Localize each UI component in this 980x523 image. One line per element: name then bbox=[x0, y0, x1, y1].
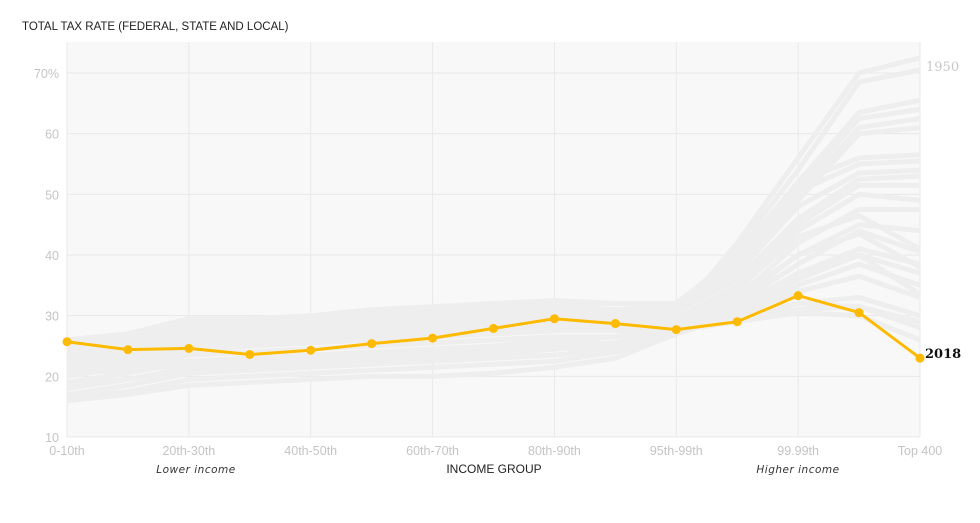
y-tick-label: 60 bbox=[45, 128, 59, 142]
start-year-label: 1950 bbox=[926, 60, 959, 75]
historical-line bbox=[66, 301, 921, 358]
x-tick-label: 0-10th bbox=[49, 444, 84, 458]
x-tick-label: 40th-50th bbox=[284, 444, 337, 458]
x-sublabel-lower: Lower income bbox=[156, 464, 235, 476]
historical-line bbox=[66, 261, 921, 401]
historical-line bbox=[66, 173, 921, 352]
x-tick-label: 80th-90th bbox=[528, 444, 581, 458]
x-tick-label: 20th-30th bbox=[162, 444, 215, 458]
historical-line bbox=[66, 273, 921, 404]
highlight-line-2018 bbox=[62, 291, 925, 363]
y-tick-label: 70% bbox=[34, 67, 59, 81]
data-point bbox=[732, 317, 742, 327]
data-point bbox=[306, 345, 316, 355]
data-point bbox=[610, 319, 620, 329]
data-point bbox=[915, 353, 925, 363]
y-axis: 10 20 30 40 50 60 70% bbox=[34, 67, 59, 445]
historical-lines bbox=[66, 55, 922, 404]
x-sublabel-higher: Higher income bbox=[756, 464, 839, 476]
data-point bbox=[123, 345, 133, 355]
historical-line bbox=[66, 167, 921, 346]
y-tick-label: 10 bbox=[45, 431, 59, 445]
data-point bbox=[184, 343, 194, 353]
historical-line bbox=[66, 310, 921, 367]
data-point bbox=[245, 349, 255, 359]
x-tick-label: 60th-70th bbox=[406, 444, 459, 458]
chart-title: TOTAL TAX RATE (FEDERAL, STATE AND LOCAL… bbox=[22, 21, 289, 33]
data-point bbox=[854, 308, 864, 318]
y-tick-label: 20 bbox=[45, 370, 59, 384]
historical-line bbox=[66, 207, 920, 373]
data-point bbox=[549, 314, 559, 324]
historical-line bbox=[66, 252, 921, 397]
data-point bbox=[62, 337, 72, 347]
x-tick-label: 99.99th bbox=[777, 444, 819, 458]
data-point bbox=[489, 323, 498, 333]
x-axis: 0-10th 20th-30th 40th-50th 60th-70th 80th-90… bbox=[49, 444, 942, 458]
x-tick-label: Top 400 bbox=[898, 444, 943, 458]
data-point bbox=[671, 325, 681, 335]
x-tick-label: 95th-99th bbox=[650, 444, 703, 458]
end-year-label: 2018 bbox=[925, 347, 961, 362]
x-axis-title: INCOME GROUP bbox=[446, 462, 541, 476]
data-point bbox=[428, 333, 438, 343]
data-point bbox=[793, 291, 803, 301]
y-tick-label: 40 bbox=[45, 249, 59, 263]
y-tick-label: 50 bbox=[45, 188, 59, 202]
historical-line bbox=[66, 158, 921, 343]
historical-line bbox=[66, 125, 921, 355]
historical-line bbox=[66, 304, 921, 376]
y-tick-label: 30 bbox=[45, 310, 59, 324]
historical-line bbox=[66, 231, 922, 358]
data-point bbox=[367, 339, 377, 349]
